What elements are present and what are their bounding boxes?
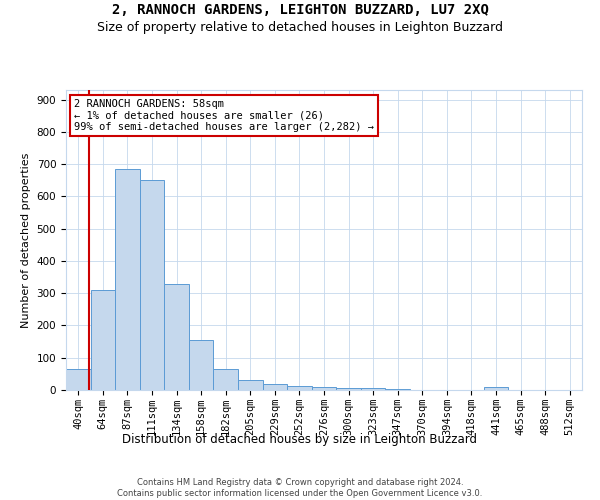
Bar	[484, 387, 508, 390]
Text: 2, RANNOCH GARDENS, LEIGHTON BUZZARD, LU7 2XQ: 2, RANNOCH GARDENS, LEIGHTON BUZZARD, LU…	[112, 2, 488, 16]
Y-axis label: Number of detached properties: Number of detached properties	[21, 152, 31, 328]
Bar	[164, 284, 189, 390]
Text: Distribution of detached houses by size in Leighton Buzzard: Distribution of detached houses by size …	[122, 432, 478, 446]
Bar	[140, 180, 164, 390]
Text: Size of property relative to detached houses in Leighton Buzzard: Size of property relative to detached ho…	[97, 21, 503, 34]
Bar	[385, 388, 410, 390]
Bar	[189, 340, 214, 390]
Text: 2 RANNOCH GARDENS: 58sqm
← 1% of detached houses are smaller (26)
99% of semi-de: 2 RANNOCH GARDENS: 58sqm ← 1% of detache…	[74, 99, 374, 132]
Bar	[115, 169, 140, 390]
Bar	[336, 388, 361, 390]
Bar	[263, 384, 287, 390]
Bar	[361, 388, 385, 390]
Bar	[312, 388, 336, 390]
Bar	[238, 380, 263, 390]
Bar	[66, 369, 91, 390]
Bar	[214, 369, 238, 390]
Bar	[91, 290, 115, 390]
Text: Contains HM Land Registry data © Crown copyright and database right 2024.
Contai: Contains HM Land Registry data © Crown c…	[118, 478, 482, 498]
Bar	[287, 386, 312, 390]
